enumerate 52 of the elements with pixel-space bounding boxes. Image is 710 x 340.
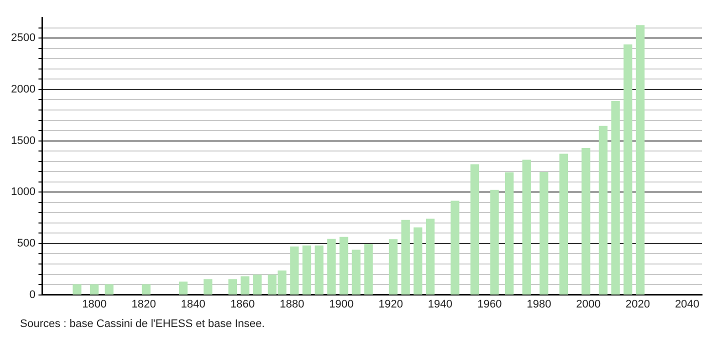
bar xyxy=(522,160,531,295)
bar xyxy=(253,274,262,295)
y-tick-label: 2500 xyxy=(10,32,36,44)
bar xyxy=(470,164,480,295)
x-tick-label: 1900 xyxy=(329,298,354,310)
y-tick-label: 1500 xyxy=(10,134,36,147)
bar xyxy=(90,284,99,295)
bar xyxy=(340,236,348,295)
bar xyxy=(352,250,361,295)
bar xyxy=(426,218,435,295)
bar xyxy=(582,148,590,295)
source-note: Sources : base Cassini de l'EHESS et base Insee. xyxy=(20,318,266,330)
x-tick-label: 1820 xyxy=(132,298,156,310)
bar xyxy=(636,25,645,295)
bar xyxy=(240,276,250,295)
bar xyxy=(450,200,460,295)
bar xyxy=(598,126,608,295)
bar xyxy=(228,279,237,295)
x-tick-label: 1880 xyxy=(280,298,304,310)
bar xyxy=(611,100,620,295)
bar xyxy=(327,238,336,295)
bar xyxy=(314,246,324,295)
bar xyxy=(388,239,398,295)
y-tick-label: 500 xyxy=(17,238,36,250)
x-tick-label: 1960 xyxy=(477,298,502,310)
bar xyxy=(204,279,212,295)
bar xyxy=(401,220,410,295)
bar xyxy=(624,44,632,295)
bar xyxy=(505,172,514,295)
x-tick-label: 1920 xyxy=(378,298,404,310)
bar xyxy=(559,154,568,295)
x-tick-label: 1840 xyxy=(180,298,206,310)
bar xyxy=(104,284,114,295)
x-tick-label: 2040 xyxy=(674,298,700,310)
x-tick-label: 2020 xyxy=(626,298,650,310)
x-tick-label: 1980 xyxy=(526,298,552,310)
x-tick-label: 1940 xyxy=(428,298,452,310)
x-tick-label: 1800 xyxy=(82,298,107,310)
bar xyxy=(414,227,422,295)
bar xyxy=(178,282,188,295)
bar xyxy=(302,246,312,295)
bar xyxy=(142,284,151,295)
x-tick-label: 2000 xyxy=(576,298,601,310)
bar xyxy=(490,190,499,295)
y-tick-label: 0 xyxy=(29,288,36,301)
y-tick-label: 2000 xyxy=(10,84,36,96)
y-tick-label: 1000 xyxy=(10,186,36,198)
bar xyxy=(290,246,299,295)
bar xyxy=(540,172,548,295)
bar xyxy=(364,244,373,295)
x-tick-label: 1860 xyxy=(230,298,255,310)
bar xyxy=(72,284,82,295)
